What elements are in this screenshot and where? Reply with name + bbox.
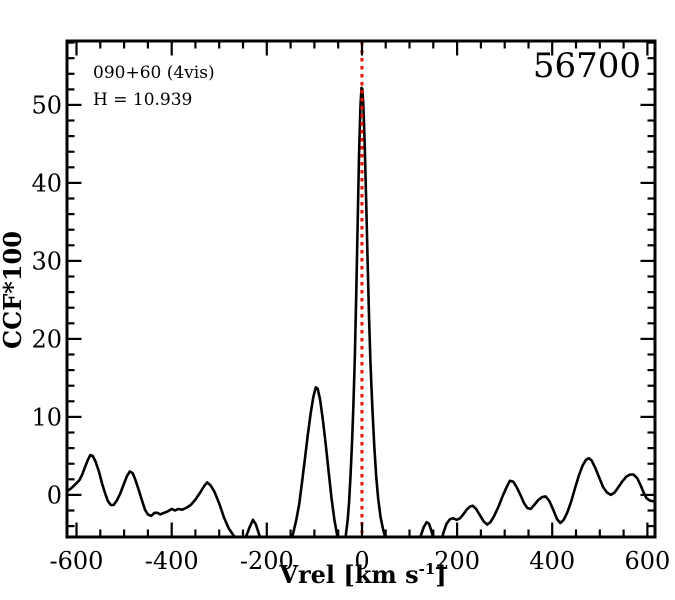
y-tick-label: 50 bbox=[31, 91, 62, 119]
epoch-annotation: 56700 bbox=[532, 46, 641, 86]
y-axis-label: CCF*100 bbox=[0, 231, 27, 349]
x-tick-label: -200 bbox=[240, 547, 294, 575]
y-tick-label: 40 bbox=[31, 169, 62, 197]
x-tick-label: 400 bbox=[529, 547, 575, 575]
x-tick-label: 600 bbox=[624, 547, 670, 575]
x-tick-label: -400 bbox=[145, 547, 199, 575]
x-tick-label: 0 bbox=[354, 547, 369, 575]
x-axis-label-text: Vrel [km s bbox=[279, 560, 419, 589]
x-tick-label: 200 bbox=[434, 547, 480, 575]
plot-frame bbox=[65, 39, 657, 539]
y-tick-label: 10 bbox=[31, 403, 62, 431]
x-axis-label-bracket: ] bbox=[435, 560, 447, 589]
hmag-annotation: H = 10.939 bbox=[93, 90, 193, 110]
x-axis-label-superscript: -1 bbox=[418, 560, 436, 578]
y-tick-label: 20 bbox=[31, 325, 62, 353]
x-axis-label: Vrel [km s-1] bbox=[213, 561, 513, 589]
target-annotation: 090+60 (4vis) bbox=[93, 63, 215, 83]
y-tick-label: 30 bbox=[31, 247, 62, 275]
ccf-curve bbox=[68, 86, 654, 536]
y-tick-label: 0 bbox=[47, 481, 62, 509]
x-tick-label: -600 bbox=[50, 547, 104, 575]
